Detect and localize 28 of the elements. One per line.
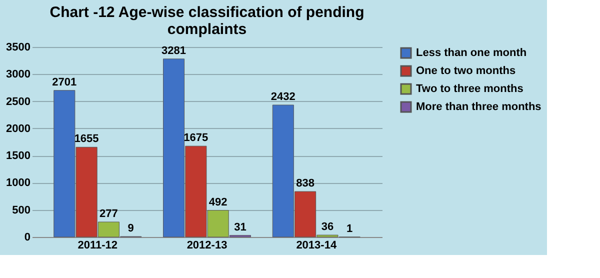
data-label: 3281 — [162, 44, 186, 57]
chart-title: Chart -12 Age-wise classification of pending complaints — [50, 4, 364, 38]
x-tick-label: 2013-14 — [296, 240, 338, 252]
legend-label: Two to three months — [416, 83, 524, 95]
legend-label: One to two months — [416, 65, 516, 77]
data-label: 492 — [208, 196, 228, 208]
data-label: 1655 — [74, 133, 99, 146]
data-label: 277 — [100, 208, 118, 220]
data-label: 2701 — [52, 76, 77, 88]
legend-label: Less than one month — [416, 47, 527, 59]
data-label: 838 — [296, 178, 314, 190]
data-label: 36 — [321, 221, 334, 234]
y-tick-label: 500 — [12, 204, 30, 216]
data-label: 9 — [128, 222, 134, 235]
data-label: 2432 — [270, 90, 296, 103]
y-tick-label: 3500 — [6, 42, 30, 54]
data-label: 1 — [346, 222, 353, 235]
y-tick-label: 0 — [24, 232, 30, 244]
y-tick-label: 1000 — [6, 177, 30, 190]
data-label: 1675 — [184, 132, 208, 144]
legend-label: More than three months — [416, 101, 542, 113]
data-label: 31 — [234, 221, 246, 234]
y-tick-label: 3000 — [6, 68, 30, 81]
y-tick-label: 2500 — [6, 96, 30, 108]
x-tick-label: 2012-13 — [186, 240, 228, 252]
y-tick-label: 2000 — [6, 122, 30, 135]
x-tick-label: 2011-12 — [78, 240, 118, 252]
y-tick-label: 1500 — [6, 150, 30, 162]
